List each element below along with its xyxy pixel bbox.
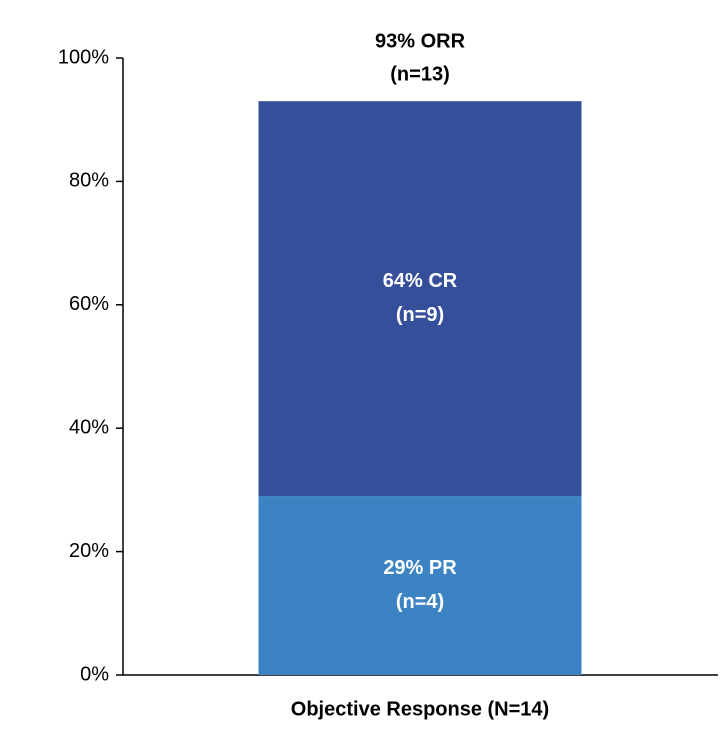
annotation: 93% ORR	[375, 30, 466, 52]
data-label: (n=4)	[396, 591, 444, 613]
y-tick-label: 60%	[69, 293, 109, 315]
data-label: 29% PR	[383, 557, 457, 579]
bar-segment	[258, 496, 582, 675]
bar-segment	[258, 101, 582, 497]
data-label: 64% CR	[383, 270, 458, 292]
y-tick-label: 0%	[80, 663, 109, 685]
y-tick-label: 100%	[58, 46, 109, 68]
x-tick-label: Objective Response (N=14)	[291, 698, 549, 720]
y-tick-label: 20%	[69, 540, 109, 562]
annotation: (n=13)	[390, 63, 449, 85]
y-tick-label: 40%	[69, 416, 109, 438]
y-tick-label: 80%	[69, 170, 109, 192]
data-label: (n=9)	[396, 304, 444, 326]
